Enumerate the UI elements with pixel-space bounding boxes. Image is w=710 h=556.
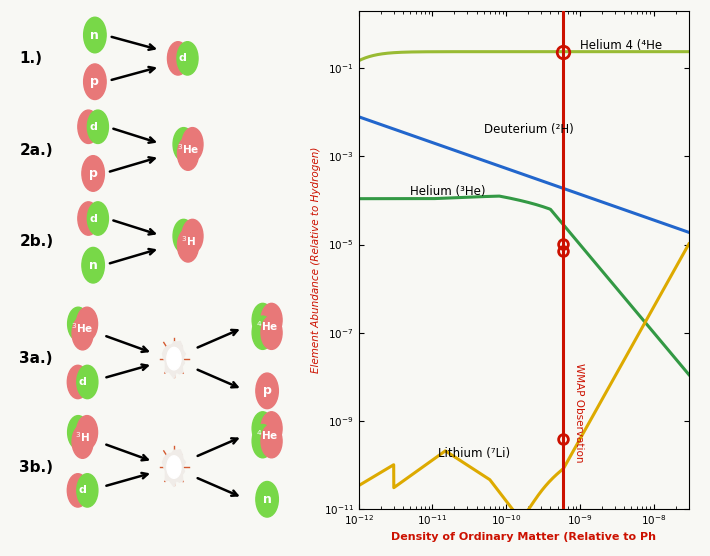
Circle shape [178,137,199,170]
Circle shape [256,481,278,517]
Text: WMAP Observation: WMAP Observation [574,364,584,463]
Text: 2a.): 2a.) [19,143,53,157]
Text: d: d [89,214,97,224]
Text: 3a.): 3a.) [19,351,53,366]
Text: d: d [89,122,97,132]
Text: Deuterium (²H): Deuterium (²H) [484,122,574,136]
Circle shape [261,316,282,349]
Circle shape [173,220,194,252]
Circle shape [182,128,203,161]
Circle shape [77,415,97,449]
Text: 3b.): 3b.) [19,460,53,474]
Text: d: d [179,53,187,63]
Text: $^3$He: $^3$He [177,142,200,156]
Text: $^4$He: $^4$He [256,428,278,441]
Circle shape [252,412,273,445]
Circle shape [82,247,104,283]
Circle shape [261,412,282,445]
Circle shape [77,365,98,399]
Circle shape [167,456,181,478]
Circle shape [252,424,273,458]
Circle shape [67,415,89,449]
Text: p: p [263,384,271,398]
Circle shape [67,307,89,340]
Text: n: n [89,259,97,272]
Circle shape [168,42,189,75]
Polygon shape [163,341,185,378]
Circle shape [77,474,98,507]
Polygon shape [163,450,185,486]
Circle shape [82,156,104,191]
Text: 1.): 1.) [19,51,43,66]
Circle shape [178,229,199,262]
Text: Helium (³He): Helium (³He) [410,186,486,198]
Circle shape [87,110,109,143]
Circle shape [261,304,282,337]
Text: $^3$H: $^3$H [75,430,90,444]
Text: d: d [79,485,87,495]
Circle shape [252,304,273,337]
Text: n: n [90,28,99,42]
Circle shape [87,202,109,235]
Circle shape [67,474,88,507]
Circle shape [78,202,99,235]
Text: $^3$H: $^3$H [180,234,195,247]
Text: 2b.): 2b.) [19,235,53,249]
Text: Helium 4 (⁴He: Helium 4 (⁴He [580,39,662,52]
Text: n: n [263,493,271,506]
Circle shape [261,424,282,458]
Circle shape [84,17,106,53]
Circle shape [72,316,93,350]
Text: $^3$He: $^3$He [72,321,94,335]
Text: $^4$He: $^4$He [256,320,278,333]
Text: p: p [90,75,99,88]
Text: Lithium (⁷Li): Lithium (⁷Li) [438,447,510,460]
Circle shape [256,373,278,409]
Circle shape [182,220,203,252]
Circle shape [67,365,88,399]
Circle shape [173,128,194,161]
Circle shape [177,42,198,75]
Text: p: p [89,167,97,180]
Circle shape [84,64,106,100]
Circle shape [77,307,97,340]
X-axis label: Density of Ordinary Matter (Relative to Ph: Density of Ordinary Matter (Relative to … [391,532,656,542]
Circle shape [72,425,93,458]
Circle shape [78,110,99,143]
Text: d: d [79,377,87,387]
Circle shape [252,316,273,349]
Y-axis label: Element Abundance (Relative to Hydrogen): Element Abundance (Relative to Hydrogen) [311,147,321,373]
Circle shape [167,348,181,370]
